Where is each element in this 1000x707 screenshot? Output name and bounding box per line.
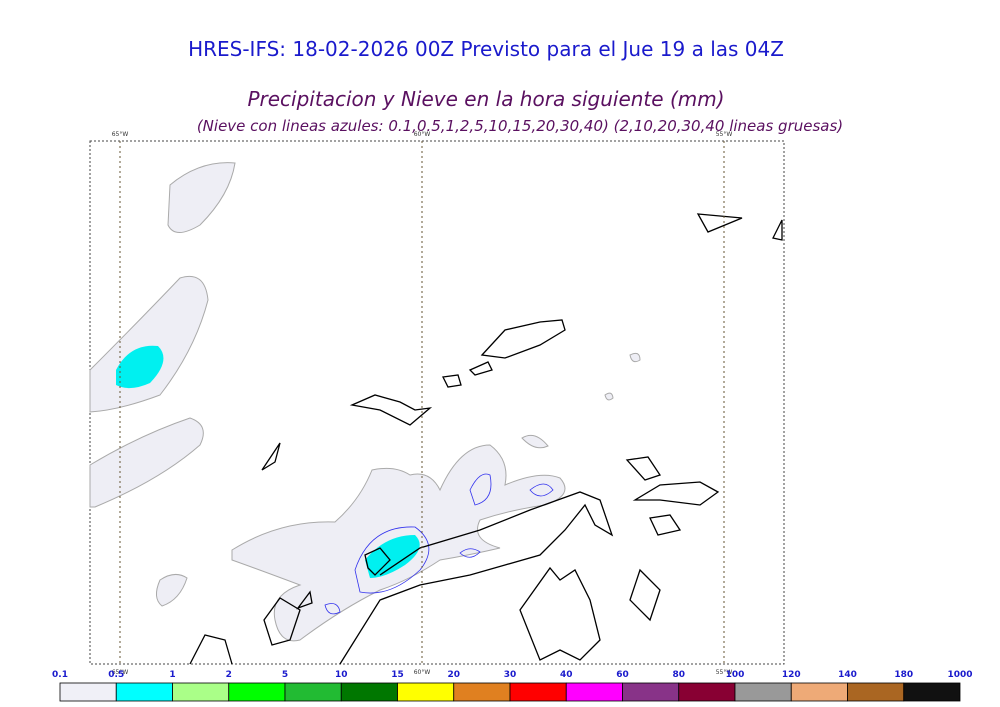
colorbar-label: 5 [282, 670, 288, 680]
colorbar-swatch [565, 682, 623, 702]
colorbar-swatch [678, 682, 736, 702]
coastline [632, 481, 720, 536]
colorbar-label: 0.1 [52, 670, 68, 680]
precip-area [89, 417, 204, 508]
colorbar-swatch [340, 682, 398, 702]
note: (Nieve con lineas azules: 0.1,0.5,1,2,5,… [197, 117, 843, 135]
colorbar-label: 100 [726, 670, 745, 680]
colorbar-swatch [115, 682, 173, 702]
snow-contour [354, 526, 430, 594]
precip-area [604, 352, 641, 401]
colorbar-swatch [622, 682, 680, 702]
colorbar-swatch [284, 682, 342, 702]
colorbar-swatch [790, 682, 848, 702]
colorbar-swatch [228, 682, 286, 702]
meridian-label: 55°W [716, 669, 733, 676]
map [89, 140, 785, 665]
meridians: 65°W 65°W 60°W 60°W 55°W 55°W [112, 131, 733, 676]
colorbar-label: 2 [226, 670, 232, 680]
precip-area [156, 574, 188, 607]
snow-contour [324, 473, 554, 615]
map-frame [89, 140, 785, 665]
precip-area [521, 434, 549, 449]
coastline [442, 319, 566, 388]
colorbar-swatch [847, 682, 905, 702]
colorbar-label: 20 [447, 670, 460, 680]
colorbar-label: 60 [616, 670, 629, 680]
title: HRES-IFS: 18-02-2026 00Z Previsto para e… [188, 37, 784, 61]
colorbar-swatch [397, 682, 455, 702]
colorbar: 0.1 0.5 1 2 5 10 15 20 30 40 60 80 100 120 140 180 1000 [52, 670, 973, 702]
colorbar-label: 1000 [947, 670, 972, 680]
precip-cyan [365, 535, 420, 578]
colorbar-swatch [59, 682, 117, 702]
coastline [263, 547, 391, 646]
coastline [189, 566, 661, 665]
colorbar-label: 30 [504, 670, 517, 680]
colorbar-label: 1 [169, 670, 175, 680]
colorbar-swatch [453, 682, 511, 702]
meridian-label: 55°W [716, 131, 733, 138]
coastline [696, 213, 783, 241]
colorbar-swatch [172, 682, 230, 702]
meridian-label: 65°W [112, 669, 129, 676]
coastline [339, 491, 614, 665]
colorbar-label: 120 [782, 670, 801, 680]
colorbar-label: 40 [560, 670, 573, 680]
colorbar-label: 15 [391, 670, 404, 680]
colorbar-label: 10 [335, 670, 348, 680]
colorbar-label: 0.5 [108, 670, 124, 680]
meridian-label: 65°W [112, 131, 129, 138]
precip-cyan [116, 345, 164, 389]
meridian-label: 60°W [414, 669, 431, 676]
subtitle: Precipitacion y Nieve en la hora siguien… [247, 87, 724, 111]
colorbar-swatch [509, 682, 567, 702]
colorbar-swatch [734, 682, 792, 702]
colorbar-label: 80 [672, 670, 685, 680]
colorbar-label: 140 [838, 670, 857, 680]
colorbar-label: 180 [894, 670, 913, 680]
meridian-label: 60°W [414, 131, 431, 138]
precip-area [167, 162, 236, 233]
coastline [261, 394, 662, 481]
colorbar-swatch [903, 682, 961, 702]
